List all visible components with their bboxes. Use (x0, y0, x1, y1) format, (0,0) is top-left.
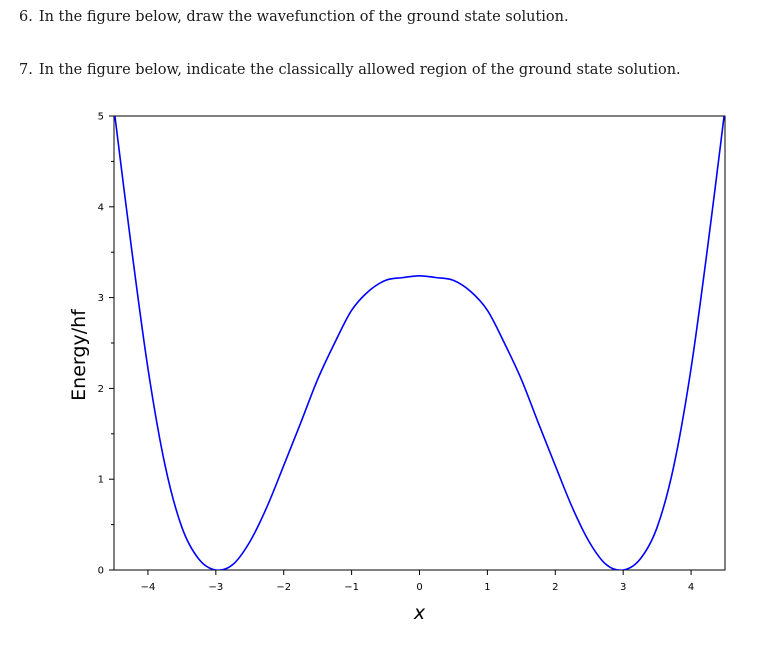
question-7-text: In the figure below, indicate the classi… (38, 62, 681, 78)
question-6-text: In the figure below, draw the wavefuncti… (38, 9, 569, 25)
question-7: 7. In the figure below, indicate the clas… (19, 62, 681, 78)
axes-frame (113, 115, 726, 571)
plot-frame (113, 115, 726, 571)
x-tick-label: −1 (344, 582, 359, 593)
x-tick-label: 4 (688, 582, 694, 593)
x-tick-label: 0 (416, 582, 422, 593)
y-axis-ticks: 0 1 2 3 4 5 (98, 112, 114, 577)
x-tick-label: 1 (484, 582, 490, 593)
series-layer (114, 116, 725, 570)
y-tick-label: 4 (98, 202, 104, 213)
x-tick-label: −4 (141, 582, 156, 593)
question-7-number: 7. (19, 62, 33, 78)
y-tick-label: 3 (98, 293, 104, 304)
x-tick-label: 3 (620, 582, 626, 593)
question-6: 6. In the figure below, draw the wavefunc… (19, 9, 569, 25)
x-tick-label: 2 (552, 582, 558, 593)
x-tick-label: −2 (276, 582, 291, 593)
x-tick-label: −3 (208, 582, 223, 593)
y-tick-label: 1 (98, 475, 104, 486)
y-tick-label: 2 (98, 384, 104, 395)
x-axis-ticks: −4 −3 −2 −1 0 1 2 3 4 (141, 570, 694, 593)
y-tick-label: 5 (98, 112, 104, 123)
potential-curve-line (114, 116, 725, 570)
y-tick-label: 0 (98, 566, 104, 577)
question-6-number: 6. (19, 9, 33, 25)
x-axis-label: x (413, 602, 426, 624)
y-axis-label: Energy/hf (68, 308, 90, 401)
